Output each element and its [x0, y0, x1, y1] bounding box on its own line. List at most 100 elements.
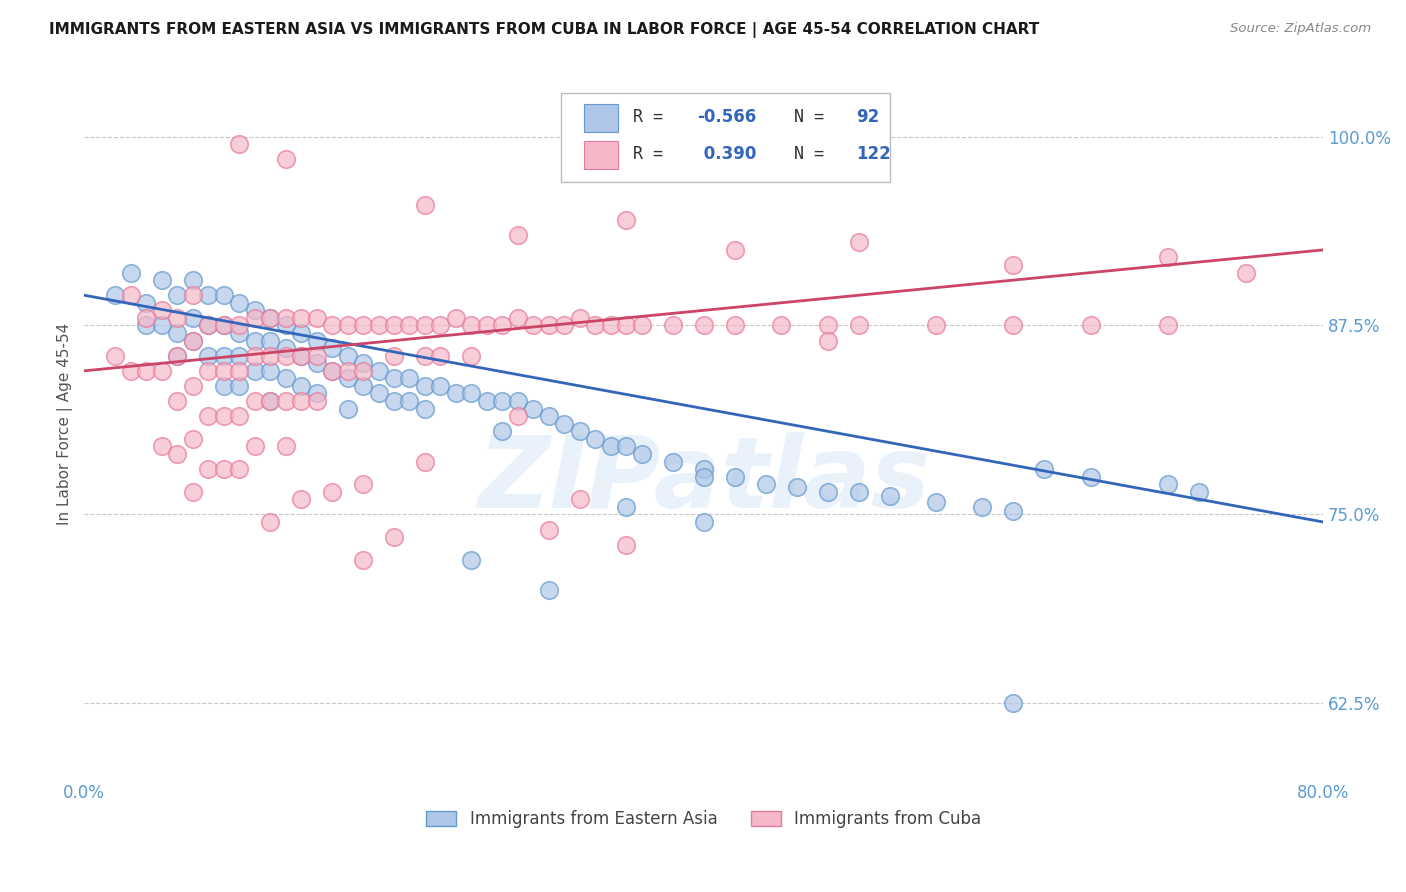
Point: [212, 349, 235, 363]
Point: [413, 454, 436, 468]
Point: [537, 318, 560, 333]
Point: [228, 295, 250, 310]
Point: [522, 401, 544, 416]
Point: [336, 349, 359, 363]
Point: [228, 326, 250, 340]
Point: [290, 326, 312, 340]
Point: [166, 288, 188, 302]
Point: [166, 394, 188, 409]
Point: [537, 523, 560, 537]
Point: [212, 462, 235, 476]
Point: [382, 394, 405, 409]
Point: [444, 310, 467, 325]
Point: [786, 480, 808, 494]
Point: [228, 137, 250, 152]
Point: [382, 371, 405, 385]
Point: [197, 288, 219, 302]
Point: [135, 310, 157, 325]
Point: [413, 379, 436, 393]
Point: [290, 349, 312, 363]
Point: [197, 409, 219, 424]
Point: [290, 379, 312, 393]
FancyBboxPatch shape: [583, 104, 619, 132]
Point: [925, 495, 948, 509]
Point: [475, 394, 498, 409]
Point: [352, 356, 374, 370]
Y-axis label: In Labor Force | Age 45-54: In Labor Force | Age 45-54: [58, 323, 73, 524]
Point: [879, 489, 901, 503]
Point: [259, 364, 281, 378]
Point: [1188, 484, 1211, 499]
Point: [243, 334, 266, 348]
Point: [614, 439, 637, 453]
Point: [506, 394, 529, 409]
Point: [166, 310, 188, 325]
Point: [321, 484, 343, 499]
Point: [274, 371, 297, 385]
Point: [1157, 251, 1180, 265]
Point: [197, 349, 219, 363]
Point: [321, 318, 343, 333]
Point: [599, 318, 621, 333]
Point: [506, 310, 529, 325]
Point: [413, 318, 436, 333]
Text: N =: N =: [794, 108, 834, 126]
Point: [583, 318, 606, 333]
Point: [848, 235, 870, 250]
Point: [848, 484, 870, 499]
Point: [1033, 462, 1056, 476]
Point: [228, 379, 250, 393]
Point: [259, 349, 281, 363]
Point: [212, 288, 235, 302]
Point: [243, 310, 266, 325]
Point: [382, 318, 405, 333]
Point: [228, 364, 250, 378]
Point: [336, 371, 359, 385]
Text: 92: 92: [856, 108, 879, 126]
Point: [181, 484, 204, 499]
Point: [925, 318, 948, 333]
Point: [181, 379, 204, 393]
Point: [259, 394, 281, 409]
Point: [506, 227, 529, 242]
Point: [1002, 258, 1025, 272]
Point: [724, 318, 747, 333]
Point: [305, 356, 328, 370]
Point: [336, 318, 359, 333]
Text: R =: R =: [633, 108, 673, 126]
Point: [693, 462, 716, 476]
Point: [398, 318, 420, 333]
Point: [491, 424, 513, 438]
Point: [352, 318, 374, 333]
Point: [290, 492, 312, 507]
Point: [321, 341, 343, 355]
Point: [661, 454, 683, 468]
Text: -0.566: -0.566: [697, 108, 756, 126]
Point: [181, 334, 204, 348]
Point: [568, 424, 591, 438]
Point: [166, 326, 188, 340]
Text: N =: N =: [794, 145, 834, 162]
Point: [352, 364, 374, 378]
Point: [150, 439, 173, 453]
Point: [290, 349, 312, 363]
Point: [274, 318, 297, 333]
Text: ZIPatlas: ZIPatlas: [477, 432, 931, 529]
Point: [212, 318, 235, 333]
Point: [321, 364, 343, 378]
Point: [367, 386, 389, 401]
Point: [197, 318, 219, 333]
Point: [166, 349, 188, 363]
Point: [104, 349, 127, 363]
Point: [259, 515, 281, 529]
Point: [228, 409, 250, 424]
Point: [336, 364, 359, 378]
Point: [491, 318, 513, 333]
Point: [972, 500, 994, 514]
Point: [398, 371, 420, 385]
Point: [274, 394, 297, 409]
Point: [413, 401, 436, 416]
Point: [630, 447, 652, 461]
Point: [212, 409, 235, 424]
Point: [537, 409, 560, 424]
